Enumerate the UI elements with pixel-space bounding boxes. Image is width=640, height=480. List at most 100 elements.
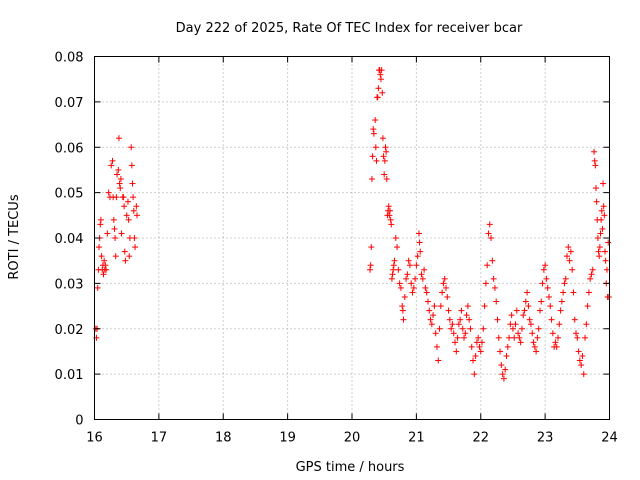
data-point [556, 321, 563, 328]
data-point [596, 244, 603, 251]
data-point [392, 235, 399, 241]
data-point [449, 321, 456, 328]
data-point [600, 203, 607, 210]
data-point [475, 334, 482, 341]
data-point [401, 293, 408, 300]
data-point [126, 253, 133, 260]
data-point [477, 348, 484, 355]
data-point [115, 166, 122, 173]
data-point [521, 307, 528, 314]
y-tick-label: 0.03 [55, 277, 84, 292]
data-point [508, 312, 515, 319]
data-point [430, 312, 437, 319]
data-point [121, 203, 128, 210]
data-point [395, 266, 402, 273]
data-point [440, 280, 447, 287]
data-point [432, 330, 439, 337]
data-point [426, 307, 433, 314]
data-point [576, 357, 583, 364]
data-point [535, 325, 542, 332]
data-point [564, 253, 571, 260]
data-point [112, 235, 119, 241]
data-point [409, 289, 416, 296]
data-point [544, 284, 551, 291]
data-point [419, 275, 426, 282]
x-tick-label: 16 [86, 431, 103, 446]
data-point [598, 216, 605, 223]
data-point [500, 375, 507, 382]
data-point [571, 316, 578, 323]
data-point [575, 348, 582, 355]
data-point [389, 271, 396, 278]
data-point [437, 303, 444, 310]
data-point [594, 235, 601, 241]
ticks-layer: 0 0.01 0.02 0.03 0.04 0.05 0.06 0.07 0.08 16 17 18 1… [55, 51, 618, 446]
data-point [596, 253, 603, 260]
points-layer [92, 67, 612, 382]
data-point [386, 207, 393, 214]
data-point [520, 312, 527, 319]
data-point [124, 198, 131, 205]
chart-title: Day 222 of 2025, Rate Of TEC Index for r… [176, 21, 523, 36]
x-tick-label: 22 [472, 431, 489, 446]
data-point [489, 257, 496, 264]
data-point [593, 198, 600, 205]
data-point [97, 216, 104, 223]
data-point [458, 307, 465, 314]
data-point [104, 230, 111, 237]
data-point [485, 230, 492, 237]
data-point [512, 321, 519, 328]
data-point [498, 362, 505, 369]
data-point [518, 325, 525, 332]
data-point [490, 275, 497, 282]
data-point [442, 284, 449, 291]
data-point [578, 362, 585, 369]
y-tick-label: 0.08 [55, 51, 84, 66]
data-point [468, 343, 475, 350]
data-point [388, 221, 395, 228]
data-point [112, 253, 119, 260]
x-axis-label: GPS time / hours [296, 460, 405, 475]
data-point [591, 148, 598, 155]
x-tick-label: 20 [344, 431, 361, 446]
data-point [368, 176, 375, 183]
data-point [408, 280, 415, 287]
data-point [538, 298, 545, 305]
data-point [530, 339, 537, 346]
data-point [566, 257, 573, 264]
data-point [583, 321, 590, 328]
data-point [446, 316, 453, 323]
data-point [133, 212, 140, 219]
data-point [445, 307, 452, 314]
y-tick-label: 0 [75, 414, 83, 429]
data-point [601, 212, 608, 219]
data-point [472, 352, 479, 359]
data-point [560, 289, 567, 296]
data-point [480, 325, 487, 332]
data-point [484, 262, 491, 269]
data-point [595, 248, 602, 255]
data-point [111, 225, 118, 232]
data-point [367, 262, 374, 269]
data-point [131, 235, 138, 241]
data-point [417, 248, 424, 255]
data-point [108, 162, 115, 169]
data-point [493, 298, 500, 305]
data-point [132, 244, 139, 251]
data-point [416, 239, 423, 246]
data-point [592, 162, 599, 169]
x-tick-label: 23 [537, 431, 554, 446]
y-tick-label: 0.02 [55, 323, 84, 338]
data-point [370, 126, 377, 133]
data-point [414, 253, 421, 260]
data-point [574, 334, 581, 341]
data-point [413, 262, 420, 269]
data-point [562, 275, 569, 282]
data-point [110, 216, 117, 223]
data-point [502, 366, 509, 373]
data-point [470, 357, 477, 364]
y-tick-label: 0.06 [55, 141, 84, 156]
data-point [118, 230, 125, 237]
data-point [497, 348, 504, 355]
data-point [367, 266, 374, 273]
